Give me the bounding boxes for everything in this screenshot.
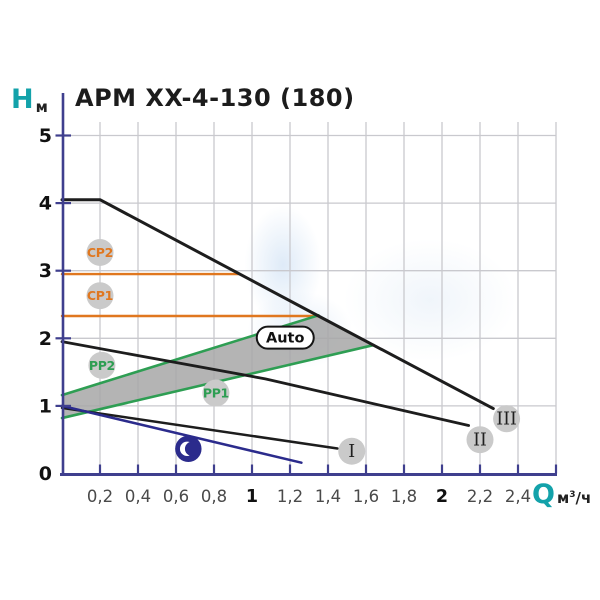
badge-label: I — [348, 442, 355, 462]
moon-crescent-cut — [184, 441, 200, 457]
badge-speed-ii: II — [466, 426, 494, 454]
badge-label: CP2 — [87, 245, 113, 260]
auto-pill — [255, 325, 315, 350]
x-tick-label: 0,2 — [87, 487, 113, 506]
x-axis-unit: м3/ч — [556, 489, 592, 507]
badge-circle — [88, 351, 116, 379]
badge-circle — [493, 405, 521, 433]
x-tick-label: 1,8 — [391, 487, 417, 506]
chart-title: APM XX-4-130 (180) — [75, 84, 355, 112]
badge-speed-iii: III — [493, 405, 521, 433]
y-tick-label: 2 — [39, 328, 52, 350]
speed-ii-curve — [60, 340, 471, 427]
badge-label: II — [473, 431, 487, 451]
badge-cp2: CP2 — [86, 238, 114, 266]
badge-label: PP1 — [203, 386, 229, 401]
y-tick-label: 4 — [39, 193, 52, 215]
badge-label: PP2 — [89, 358, 115, 373]
x-tick-label: 2 — [436, 487, 448, 507]
badge-pp2: PP2 — [88, 351, 116, 379]
y-tick-label: 1 — [39, 395, 52, 417]
badge-pp1: PP1 — [202, 379, 230, 407]
badge-circle — [202, 379, 230, 407]
auto-mode-label: Auto — [255, 325, 315, 350]
x-tick-label: 0,4 — [125, 487, 151, 506]
badge-speed-i: I — [338, 437, 366, 465]
y-tick-label: 3 — [39, 260, 52, 282]
y-axis-unit: м — [35, 98, 48, 116]
y-tick-label: 0 — [39, 463, 52, 485]
x-tick-label: 2,4 — [505, 487, 531, 506]
badge-circle — [86, 238, 114, 266]
night-mode-curve — [60, 404, 303, 464]
x-axis-symbol: Q — [532, 479, 555, 510]
badge-cp1: CP1 — [86, 282, 114, 310]
x-tick-label: 2,2 — [467, 487, 493, 506]
badge-circle — [86, 282, 114, 310]
crescent-moon-icon — [175, 435, 202, 463]
speed-iii-curve — [60, 198, 495, 411]
x-tick-label: 1 — [246, 487, 258, 507]
x-tick-label: 1,2 — [277, 487, 303, 506]
speed-i-curve — [60, 406, 339, 450]
y-tick-label: 5 — [39, 125, 52, 147]
x-tick-label: 0,8 — [201, 487, 227, 506]
y-axis-symbol: H — [11, 84, 34, 115]
x-tick-label: 0,6 — [163, 487, 189, 506]
badge-circle — [338, 437, 366, 465]
badge-circle — [466, 426, 494, 454]
x-tick-label: 1,4 — [315, 487, 341, 506]
x-tick-label: 1,6 — [353, 487, 379, 506]
badge-label: CP1 — [87, 288, 113, 303]
badge-label: III — [496, 410, 517, 430]
auto-pill-text: Auto — [266, 331, 304, 347]
